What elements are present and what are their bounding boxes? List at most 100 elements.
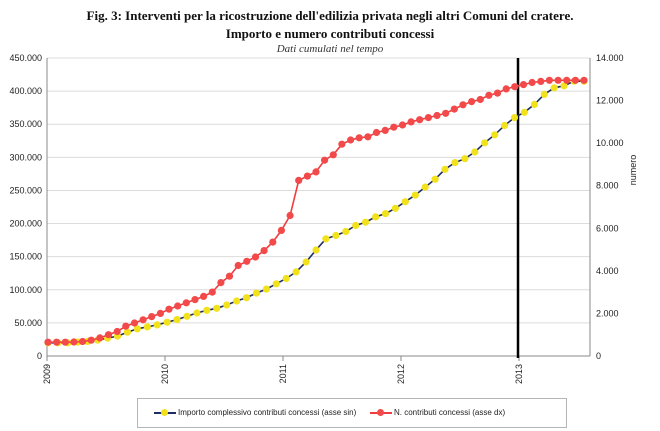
series-2-point: [44, 338, 52, 346]
series-2-point: [381, 126, 389, 134]
series-2-point: [355, 134, 363, 142]
x-tick-label: 2011: [278, 364, 288, 383]
series-2-point: [442, 109, 450, 117]
series-1-point: [272, 280, 280, 288]
series-2-point: [260, 247, 268, 255]
y-left-tick-label: 450.000: [9, 53, 42, 63]
series-1-point: [342, 227, 350, 236]
series-2-point: [277, 226, 285, 234]
series-1-point: [312, 246, 320, 254]
series-2-point: [459, 101, 467, 109]
series-1-point: [183, 312, 191, 320]
series-2-point: [200, 292, 208, 300]
y-left-tick-label: 100.000: [9, 285, 42, 295]
series-2-point: [182, 299, 190, 307]
x-tick-label: 2009: [42, 364, 52, 384]
y-left-tick-label: 50.000: [14, 318, 42, 328]
series-2-point: [364, 133, 372, 141]
series-2-point: [208, 288, 216, 296]
y-right-tick-label: 14.000: [596, 53, 624, 63]
series-1-point: [173, 316, 181, 324]
series-2-point: [424, 114, 432, 122]
series-1-point: [302, 258, 310, 266]
series-2-point: [139, 316, 147, 324]
series-2-point: [243, 257, 251, 265]
series-1-point: [233, 297, 241, 305]
legend-label-numero: N. contributi concessi (asse dx): [394, 408, 506, 417]
series-1-point: [372, 213, 380, 221]
series-1-point: [163, 318, 171, 326]
series-1-point: [282, 274, 290, 283]
series-1-point: [153, 321, 161, 329]
chart-note: Dati cumulati nel tempo: [276, 43, 384, 55]
y-right-tick-label: 12.000: [596, 96, 624, 106]
series-2-point: [53, 338, 61, 346]
series-1-point: [510, 114, 519, 122]
y-left-tick-label: 150.000: [9, 252, 42, 262]
series-2-point: [303, 172, 311, 180]
series-2-point: [295, 176, 303, 184]
series-2-point: [563, 76, 571, 84]
y-left-tick-label: 0: [37, 351, 42, 361]
series-2-point: [416, 116, 424, 124]
legend-item-importo: Importo complessivo contributi concessi …: [154, 408, 356, 417]
y-right-tick-label: 0: [596, 351, 601, 361]
series-2-point: [234, 261, 242, 270]
series-2-point: [468, 98, 476, 106]
series-2-point: [450, 105, 458, 113]
series-2-point: [433, 111, 441, 120]
series-2-point: [104, 331, 113, 339]
series-2-point: [174, 302, 182, 310]
series-2-point: [390, 123, 398, 131]
series-2-point: [485, 91, 493, 99]
series-2-point: [61, 338, 69, 346]
series-2-point: [372, 128, 381, 137]
series-1-point: [143, 323, 151, 331]
series-1-point: [292, 268, 300, 276]
series-2-point: [329, 151, 337, 159]
series-2-point: [96, 334, 104, 342]
series-2-point: [528, 78, 536, 87]
y-right-tick-label: 10.000: [596, 138, 624, 148]
series-1-point: [441, 165, 449, 173]
series-1-point: [213, 304, 221, 312]
chart-subtitle: Importo e numero contributi concessi: [225, 26, 435, 41]
legend-label-importo: Importo complessivo contributi concessi …: [178, 408, 357, 417]
series-1-point: [471, 148, 479, 156]
chart-legend: Importo complessivo contributi concessi …: [137, 398, 567, 428]
series-1-point: [223, 301, 231, 309]
y-right-tick-label: 8.000: [596, 181, 619, 191]
x-tick-label: 2012: [396, 364, 406, 384]
series-1-point: [362, 218, 370, 226]
series-1-point: [262, 285, 270, 293]
series-2-point: [476, 95, 484, 104]
y-left-tick-label: 400.000: [9, 86, 42, 96]
x-tick-label: 2010: [160, 364, 170, 384]
series-2-point: [269, 238, 277, 246]
series-2-point: [338, 140, 346, 148]
y-left-tick-label: 200.000: [9, 219, 42, 229]
series-2-point: [407, 118, 415, 126]
series-1-point: [431, 175, 439, 183]
series-2-point: [156, 309, 164, 317]
series-2-point: [165, 305, 173, 313]
y-left-tick-label: 250.000: [9, 185, 42, 195]
legend-item-numero: N. contributi concessi (asse dx): [370, 408, 505, 417]
series-1-point: [193, 309, 201, 317]
series-1-point: [391, 204, 399, 212]
series-2-point: [502, 85, 510, 93]
series-2-point: [148, 313, 156, 321]
series-2-point: [537, 77, 545, 85]
series-1-point: [560, 82, 568, 90]
y-right-tick-label: 6.000: [596, 223, 619, 233]
series-2-point: [225, 272, 234, 280]
series-1-point: [322, 235, 330, 243]
series-2-point: [286, 211, 294, 220]
series-1-point: [540, 90, 548, 98]
chart-title: Fig. 3: Interventi per la ricostruzione …: [86, 8, 574, 23]
series-1-point: [501, 121, 509, 130]
y-right-axis-label: numero: [628, 155, 638, 186]
series-2-point: [251, 253, 260, 261]
series-1-point: [252, 289, 260, 297]
series-2-point: [122, 322, 130, 330]
